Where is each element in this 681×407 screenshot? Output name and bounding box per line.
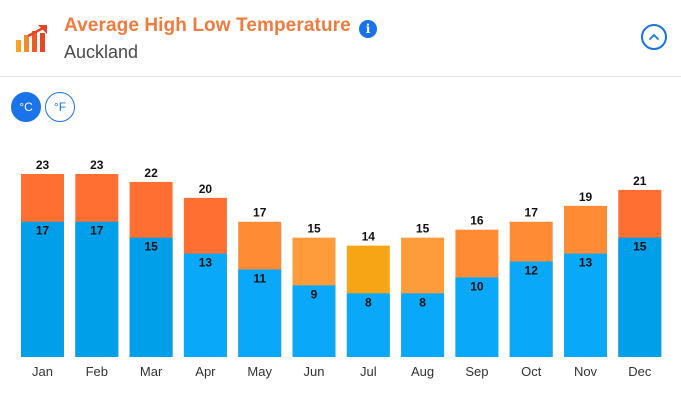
high-temp-label: 17	[525, 206, 539, 220]
low-temp-bar	[401, 293, 445, 357]
low-temp-label: 17	[90, 224, 104, 238]
low-temp-label: 8	[419, 295, 426, 309]
location-subtitle: Auckland	[64, 42, 139, 62]
month-tick-label: Oct	[521, 364, 542, 379]
fahrenheit-toggle[interactable]: °F	[45, 92, 75, 122]
low-temp-bar	[292, 285, 336, 357]
low-temp-bar	[346, 293, 390, 357]
low-temp-label: 9	[311, 287, 318, 301]
low-temp-bar	[564, 253, 607, 357]
collapse-button[interactable]	[641, 24, 667, 50]
month-tick-label: Jun	[304, 364, 325, 379]
month-tick-label: Sep	[465, 364, 488, 379]
high-temp-label: 17	[253, 206, 267, 220]
high-temp-label: 16	[470, 214, 484, 228]
chart-title: Average High Low Temperature	[64, 15, 351, 36]
month-tick-label: Dec	[628, 364, 652, 379]
high-temp-label: 23	[36, 158, 50, 172]
celsius-toggle[interactable]: °C	[11, 92, 41, 122]
info-icon[interactable]: i	[359, 20, 377, 38]
month-tick-label: Jul	[360, 364, 377, 379]
low-temp-bar	[509, 261, 553, 357]
low-temp-label: 13	[579, 256, 593, 270]
high-temp-label: 19	[579, 190, 593, 204]
trend-chart-icon	[16, 25, 47, 52]
month-tick-label: Apr	[195, 364, 216, 379]
month-tick-label: Feb	[86, 364, 108, 379]
low-temp-label: 15	[633, 240, 647, 254]
low-temp-label: 12	[525, 264, 539, 278]
low-temp-label: 17	[36, 224, 50, 238]
low-temp-label: 11	[253, 271, 266, 285]
month-tick-label: Mar	[140, 364, 163, 379]
low-temp-bar	[129, 237, 173, 357]
high-temp-label: 14	[362, 230, 376, 244]
month-tick-label: May	[247, 364, 272, 379]
low-temp-bar	[21, 221, 64, 357]
month-tick-label: Nov	[574, 364, 598, 379]
high-temp-label: 20	[199, 182, 213, 196]
chevron-up-icon	[649, 34, 659, 40]
low-temp-label: 8	[365, 295, 372, 309]
high-temp-label: 15	[416, 222, 430, 236]
high-temp-label: 22	[144, 166, 158, 180]
high-temp-label: 21	[633, 174, 647, 188]
low-temp-bar	[618, 237, 662, 357]
high-temp-label: 15	[307, 222, 321, 236]
high-temp-label: 23	[90, 158, 104, 172]
month-tick-label: Jan	[32, 364, 53, 379]
month-tick-label: Aug	[411, 364, 434, 379]
low-temp-bar	[455, 277, 499, 357]
low-temp-bar	[75, 221, 119, 357]
card-header: Average High Low Temperature i Auckland	[0, 0, 681, 77]
low-temp-label: 15	[144, 240, 158, 254]
low-temp-bar	[183, 253, 227, 357]
low-temp-label: 10	[470, 279, 484, 293]
low-temp-bar	[238, 269, 282, 357]
temperature-bar-chart: 23 17 Jan 23 17 Feb 22 15 Mar 20 13 Apr 17 11 May 15 9 Ju…	[21, 158, 662, 379]
low-temp-label: 13	[199, 256, 213, 270]
